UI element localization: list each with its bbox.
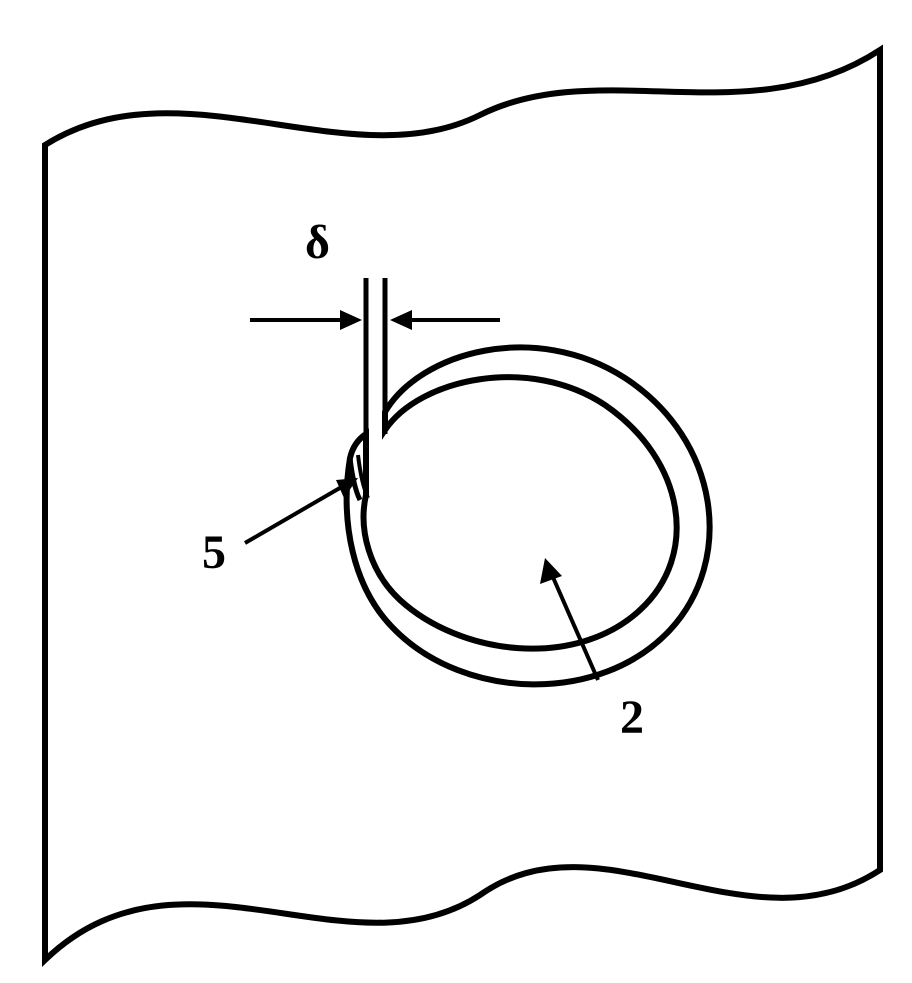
leader-5 — [245, 478, 358, 543]
label-delta: δ — [305, 215, 330, 270]
diagram-svg — [0, 0, 912, 983]
loop-outer — [347, 347, 710, 684]
sheet-outline — [45, 50, 880, 960]
dimension-delta — [250, 310, 500, 330]
label-ref-2: 2 — [620, 690, 644, 745]
label-ref-5: 5 — [202, 525, 226, 580]
diagram-container: δ 5 2 — [0, 0, 912, 983]
leader-2 — [540, 558, 598, 680]
